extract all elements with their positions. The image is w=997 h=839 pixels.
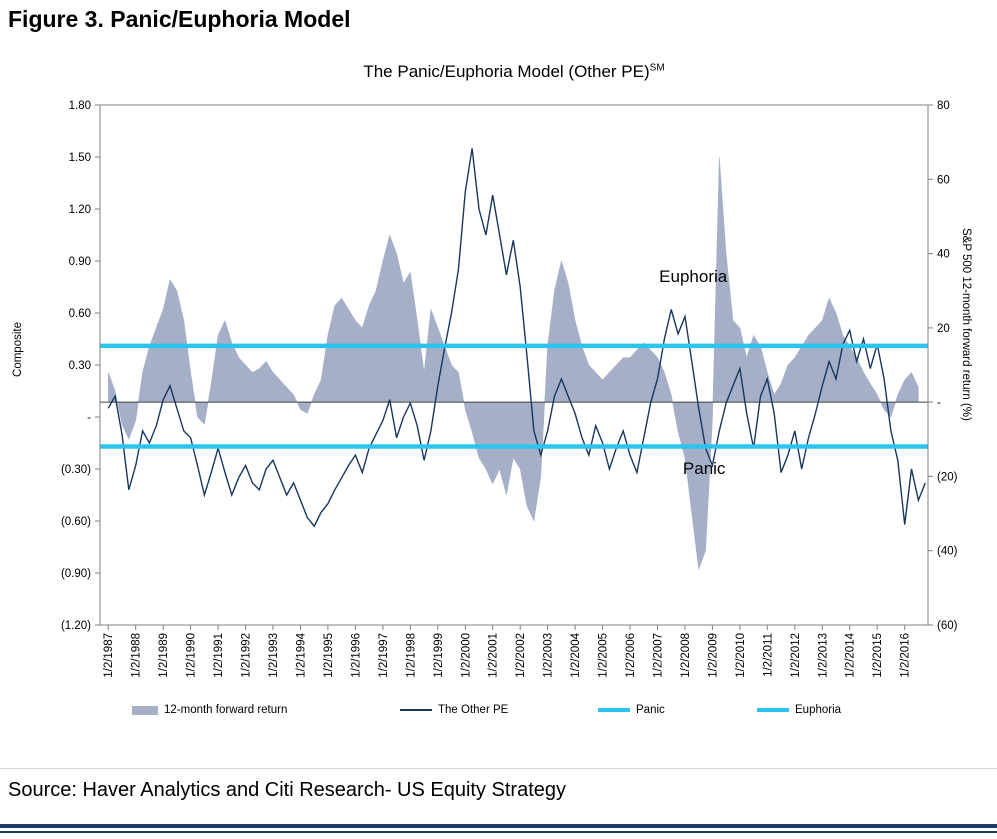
- x-axis-tick-label: 1/2/1993: [268, 633, 280, 678]
- chart-legend: 12-month forward return The Other PE Pan…: [0, 704, 997, 722]
- left-axis-tick-label: 0.60: [69, 308, 91, 320]
- x-axis-tick-label: 1/2/2012: [790, 633, 802, 678]
- x-axis-tick-label: 1/2/2001: [488, 633, 500, 678]
- source-text: Source: Haver Analytics and Citi Researc…: [8, 779, 567, 801]
- annotation-euphoria: Euphoria: [659, 267, 728, 286]
- x-axis-tick-label: 1/2/2008: [680, 633, 692, 678]
- right-axis-tick-label: 80: [937, 100, 950, 112]
- annotation-panic: Panic: [683, 459, 726, 478]
- chart-title-superscript: SM: [649, 62, 665, 74]
- left-axis-tick-label: (0.60): [61, 516, 91, 528]
- x-axis-tick-label: 1/2/1998: [405, 633, 417, 678]
- x-axis-tick-label: 1/2/1991: [213, 633, 225, 678]
- right-axis-tick-label: (20): [937, 471, 958, 483]
- right-axis-tick-label: (60): [937, 620, 958, 632]
- right-axis-tick-label: 40: [937, 249, 950, 261]
- x-axis-tick-label: 1/2/2014: [845, 632, 857, 677]
- left-axis-tick-label: 1.20: [69, 204, 91, 216]
- forward-return-area: [107, 156, 919, 570]
- legend-label-forward-return: 12-month forward return: [164, 704, 288, 716]
- legend-label-panic: Panic: [636, 704, 665, 716]
- x-axis-tick-label: 1/2/1994: [296, 632, 308, 677]
- x-axis-tick-label: 1/2/1996: [350, 633, 362, 678]
- x-axis-tick-label: 1/2/2002: [515, 633, 527, 678]
- right-axis-tick-label: 20: [937, 323, 950, 335]
- x-axis-tick-label: 1/2/2016: [900, 633, 912, 678]
- x-axis-tick-label: 1/2/2009: [707, 633, 719, 678]
- left-axis-tick-label: 0.90: [69, 256, 91, 268]
- right-axis-label: S&P 500 12-month forward return (%): [960, 228, 972, 421]
- x-axis-tick-label: 1/2/1999: [433, 633, 445, 678]
- forward-return-swatch: [132, 705, 158, 715]
- other-pe-line: [107, 148, 926, 528]
- legend-item-euphoria: Euphoria: [757, 704, 841, 716]
- right-axis-tick-label: 60: [937, 174, 950, 186]
- x-axis-tick-label: 1/2/2013: [817, 633, 829, 678]
- source-separator: [0, 768, 997, 769]
- x-axis-tick-label: 1/2/2015: [872, 633, 884, 678]
- x-axis-tick-label: 1/2/1992: [241, 633, 253, 678]
- right-axis-tick-label: -: [937, 397, 941, 409]
- x-axis-tick-label: 1/2/2000: [460, 633, 472, 678]
- footer-rule-thick: [0, 824, 997, 828]
- x-axis-tick-label: 1/2/1997: [378, 633, 390, 678]
- x-axis-tick-label: 1/2/1989: [158, 633, 170, 678]
- left-axis-tick-label: (0.90): [61, 568, 91, 580]
- x-axis-tick-label: 1/2/2004: [570, 632, 582, 677]
- legend-item-panic: Panic: [598, 704, 665, 716]
- x-axis-tick-label: 1/2/2010: [735, 633, 747, 678]
- legend-label-other-pe: The Other PE: [438, 704, 509, 716]
- x-axis-tick-label: 1/2/2011: [762, 633, 774, 677]
- x-axis-tick-label: 1/2/1987: [103, 633, 115, 678]
- legend-item-forward-return: 12-month forward return: [132, 704, 287, 716]
- x-axis-tick-label: 1/2/1990: [186, 633, 198, 678]
- x-axis-tick-label: 1/2/1988: [131, 633, 143, 678]
- left-axis-tick-label: (0.30): [61, 464, 91, 476]
- right-axis-tick-label: (40): [937, 546, 958, 558]
- legend-label-euphoria: Euphoria: [795, 704, 842, 716]
- left-axis-tick-label: (1.20): [61, 620, 91, 632]
- euphoria-line-swatch: [757, 708, 789, 712]
- x-axis-tick-label: 1/2/2005: [598, 633, 610, 678]
- x-axis-tick-label: 1/2/2003: [543, 633, 555, 678]
- left-axis-tick-label: 1.50: [69, 152, 91, 164]
- other-pe-line-swatch: [400, 709, 432, 711]
- left-axis-tick-label: 0.30: [69, 360, 91, 372]
- left-axis-tick-label: 1.80: [69, 100, 91, 112]
- x-axis-tick-label: 1/2/1995: [323, 633, 335, 678]
- left-axis-tick-label: -: [87, 412, 91, 424]
- chart-title: The Panic/Euphoria Model (Other PE)SM: [100, 62, 928, 82]
- x-axis-tick-label: 1/2/2007: [653, 633, 665, 678]
- footer-rule-thin: [0, 831, 997, 833]
- x-axis-tick-label: 1/2/2006: [625, 633, 637, 678]
- legend-item-other-pe: The Other PE: [400, 704, 508, 716]
- figure-heading: Figure 3. Panic/Euphoria Model: [8, 6, 351, 32]
- chart-title-text: The Panic/Euphoria Model (Other PE): [363, 62, 650, 81]
- panic-line-swatch: [598, 708, 630, 712]
